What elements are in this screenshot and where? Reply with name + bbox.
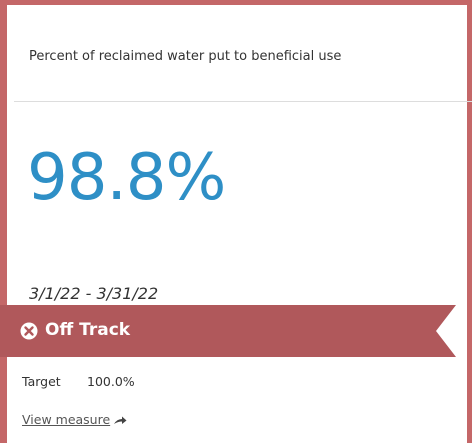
measure-value: 98.8% [27, 141, 226, 215]
icon-cross [24, 326, 34, 336]
view-measure-link[interactable]: View measure [22, 412, 127, 427]
ribbon-shape [0, 305, 456, 357]
link-arrow[interactable] [113, 416, 127, 426]
target-label: Target [22, 374, 61, 389]
card-title: Percent of reclaimed water put to benefi… [29, 49, 342, 64]
period: 3/1/22 - 3/31/22 [29, 284, 159, 303]
separator [14, 101, 472, 102]
status-ribbon [0, 305, 456, 357]
status-label: Off Track [45, 320, 131, 340]
target-value: 100.0% [87, 374, 135, 389]
link-text[interactable]: View measure [22, 412, 111, 427]
